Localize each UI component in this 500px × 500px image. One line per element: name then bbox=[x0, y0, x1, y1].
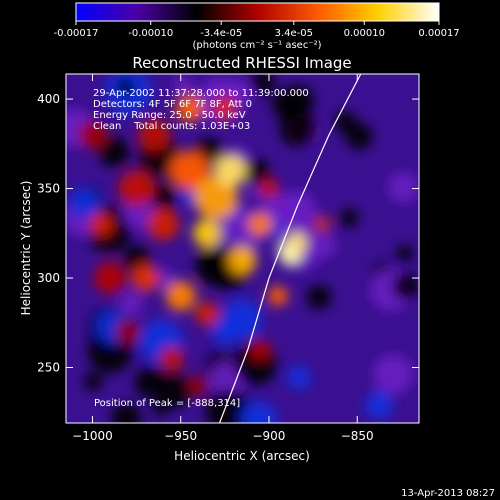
peak-position-label: Position of Peak = [-888,314] bbox=[94, 398, 240, 409]
emission-blob bbox=[212, 96, 237, 121]
x-tick-label: −1000 bbox=[72, 429, 113, 443]
background-patch bbox=[119, 291, 143, 316]
background-patch bbox=[312, 234, 337, 258]
emission-blob bbox=[194, 175, 239, 220]
emission-blob bbox=[193, 219, 222, 248]
emission-blob bbox=[250, 339, 271, 360]
annotation-detectors: Detectors: 4F 5F 6F 7F 8F, Att 0 bbox=[93, 99, 252, 110]
background-patch bbox=[116, 77, 135, 97]
colorbar-tick-label: 0.00010 bbox=[344, 28, 385, 39]
x-axis-ticks: −1000 −950 −900 −850 bbox=[72, 74, 374, 443]
emission-blob bbox=[313, 216, 330, 233]
background-patch bbox=[156, 373, 192, 409]
x-tick-label: −900 bbox=[252, 429, 285, 443]
emission-blob bbox=[195, 301, 220, 326]
emission-blob bbox=[118, 170, 155, 207]
annotation-time-range: 29-Apr-2002 11:37:28.000 to 11:39:00.000 bbox=[93, 88, 309, 99]
x-tick-label: −950 bbox=[164, 429, 197, 443]
colorbar-tick-label: -0.00017 bbox=[54, 28, 99, 39]
background-patch bbox=[68, 187, 100, 219]
background-patch bbox=[396, 244, 414, 263]
emission-blob bbox=[165, 280, 196, 311]
image-area bbox=[66, 74, 419, 423]
y-tick-label: 350 bbox=[37, 182, 60, 196]
background-patch bbox=[150, 183, 177, 211]
background-patch bbox=[241, 157, 270, 185]
emission-blob bbox=[94, 262, 127, 295]
colorbar-unit-label: (photons cm⁻² s⁻¹ asec⁻²) bbox=[192, 40, 321, 51]
background-patch bbox=[248, 74, 275, 96]
background-patch bbox=[276, 190, 317, 231]
emission-blob bbox=[175, 94, 204, 123]
emission-blob bbox=[78, 120, 107, 149]
solar-limb-curve bbox=[218, 74, 362, 423]
emission-blob bbox=[214, 154, 247, 187]
colorbar-tick-label: -3.4e-05 bbox=[200, 28, 242, 39]
y-axis-ticks: 250 300 350 400 bbox=[37, 92, 419, 375]
emission-blob bbox=[169, 150, 210, 191]
background-patch bbox=[339, 208, 359, 228]
background-patch bbox=[173, 74, 192, 93]
background-patch bbox=[98, 136, 130, 168]
chart-title: Reconstructed RHESSI Image bbox=[132, 54, 351, 72]
background-patch bbox=[83, 372, 103, 391]
background-patch bbox=[306, 284, 332, 310]
colorbar bbox=[75, 2, 440, 22]
background-patch bbox=[392, 273, 419, 300]
colorbar-tick-label: 3.4e-05 bbox=[275, 28, 313, 39]
background-patch bbox=[279, 108, 318, 147]
annotation-energy-range: Energy Range: 25.0 - 50.0 keV bbox=[93, 110, 246, 121]
colorbar-tick-label: -0.00010 bbox=[128, 28, 173, 39]
background-patch bbox=[205, 389, 250, 423]
x-tick-label: −850 bbox=[341, 429, 374, 443]
colorbar-ticks: -0.00017 -0.00010 -3.4e-05 3.4e-05 0.00010 0.… bbox=[54, 21, 460, 39]
emission-blob bbox=[89, 212, 114, 237]
emission-blob bbox=[115, 319, 140, 344]
y-tick-label: 300 bbox=[37, 271, 60, 285]
background-patch bbox=[240, 401, 277, 423]
emission-blob bbox=[147, 208, 180, 241]
emission-blob bbox=[228, 246, 257, 275]
background-patch bbox=[373, 354, 414, 395]
emission-blob bbox=[267, 285, 288, 306]
emission-blob bbox=[138, 118, 171, 151]
footer-timestamp: 13-Apr-2013 08:27 bbox=[401, 488, 495, 499]
emission-blob bbox=[131, 264, 160, 293]
emission-blob bbox=[287, 232, 308, 253]
background-patch bbox=[388, 172, 419, 203]
background-patch bbox=[111, 402, 142, 423]
background-patch bbox=[287, 365, 311, 390]
emission-blob bbox=[248, 212, 273, 237]
colorbar-tick-label: 0.00017 bbox=[418, 28, 459, 39]
y-tick-label: 400 bbox=[37, 92, 60, 106]
background-patch bbox=[364, 390, 394, 419]
background-patch bbox=[345, 122, 373, 150]
emission-map bbox=[66, 74, 419, 423]
emission-blob bbox=[188, 375, 209, 396]
x-axis-label: Heliocentric X (arcsec) bbox=[174, 449, 310, 463]
emission-blob bbox=[258, 178, 279, 199]
plot-frame bbox=[65, 73, 420, 424]
y-axis-label: Heliocentric Y (arcsec) bbox=[19, 181, 33, 316]
background-patch bbox=[221, 298, 263, 340]
y-tick-label: 250 bbox=[37, 361, 60, 375]
annotation-counts: Clean Total counts: 1.03E+03 bbox=[93, 121, 250, 132]
emission-blob bbox=[159, 346, 184, 371]
